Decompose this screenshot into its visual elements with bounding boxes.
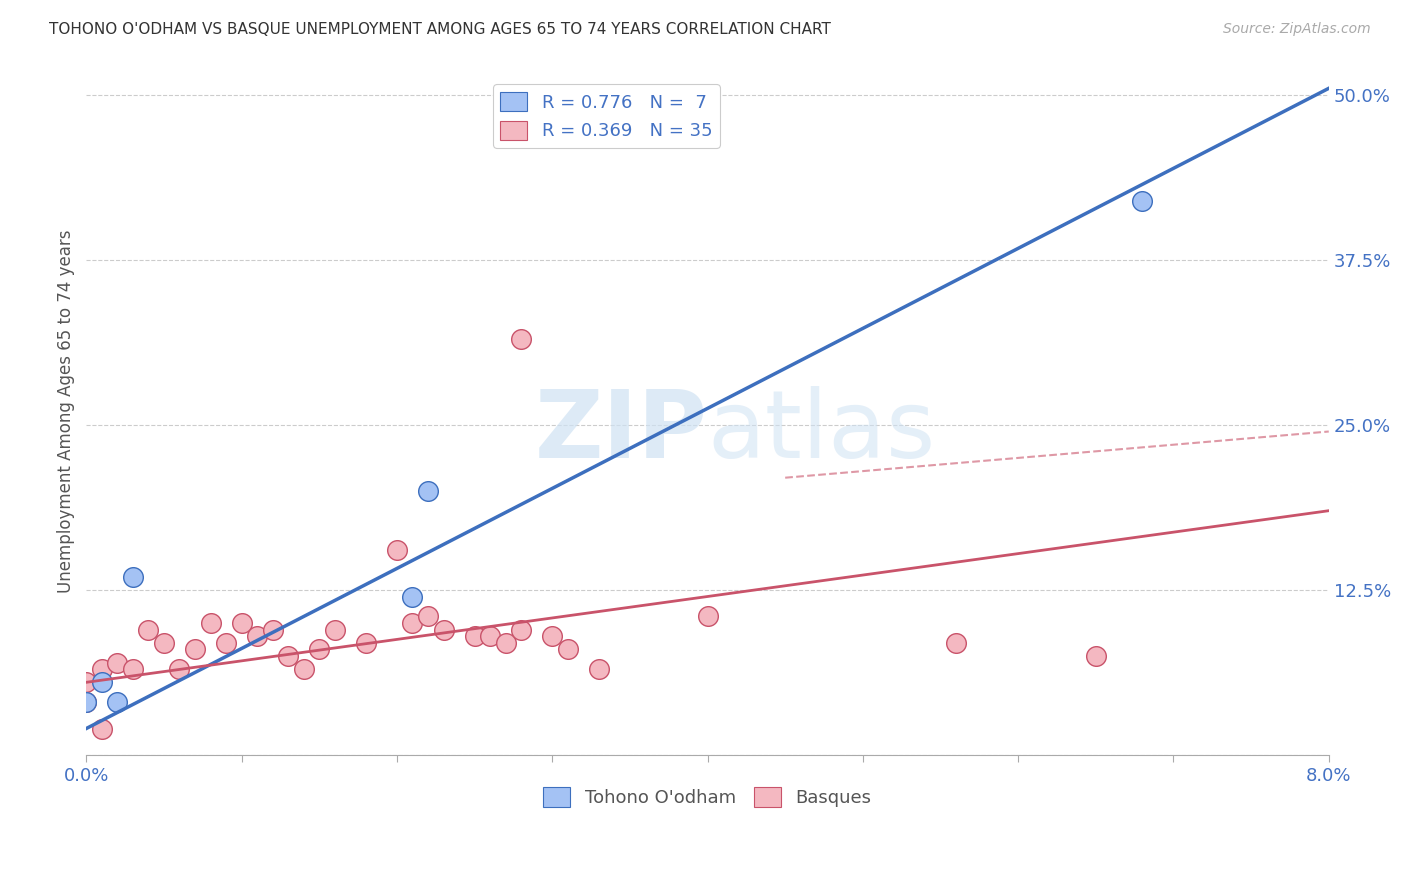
Point	[945, 636, 967, 650]
Point	[122, 662, 145, 676]
Point	[557, 642, 579, 657]
Y-axis label: Unemployment Among Ages 65 to 74 years: Unemployment Among Ages 65 to 74 years	[58, 230, 75, 593]
Point	[75, 695, 97, 709]
Point	[1132, 194, 1154, 208]
Point	[354, 636, 377, 650]
Point	[401, 615, 423, 630]
Point	[416, 483, 439, 498]
Point	[184, 642, 207, 657]
Point	[262, 623, 284, 637]
Point	[277, 648, 299, 663]
Point	[75, 675, 97, 690]
Point	[292, 662, 315, 676]
Point	[696, 609, 718, 624]
Point	[401, 590, 423, 604]
Text: atlas: atlas	[707, 386, 936, 478]
Point	[416, 609, 439, 624]
Point	[90, 675, 112, 690]
Point	[246, 629, 269, 643]
Point	[122, 570, 145, 584]
Point	[541, 629, 564, 643]
Point	[215, 636, 238, 650]
Point	[464, 629, 486, 643]
Point	[200, 615, 222, 630]
Point	[1084, 648, 1107, 663]
Point	[432, 623, 454, 637]
Text: Source: ZipAtlas.com: Source: ZipAtlas.com	[1223, 22, 1371, 37]
Point	[138, 623, 160, 637]
Legend: Tohono O'odham, Basques: Tohono O'odham, Basques	[536, 780, 879, 814]
Point	[153, 636, 176, 650]
Point	[308, 642, 330, 657]
Point	[231, 615, 253, 630]
Point	[323, 623, 346, 637]
Point	[495, 636, 517, 650]
Point	[169, 662, 191, 676]
Point	[90, 662, 112, 676]
Point	[479, 629, 502, 643]
Point	[75, 695, 97, 709]
Point	[510, 623, 533, 637]
Point	[105, 656, 128, 670]
Text: TOHONO O'ODHAM VS BASQUE UNEMPLOYMENT AMONG AGES 65 TO 74 YEARS CORRELATION CHAR: TOHONO O'ODHAM VS BASQUE UNEMPLOYMENT AM…	[49, 22, 831, 37]
Point	[510, 332, 533, 346]
Point	[90, 722, 112, 736]
Point	[588, 662, 610, 676]
Text: ZIP: ZIP	[534, 386, 707, 478]
Point	[105, 695, 128, 709]
Point	[385, 543, 408, 558]
